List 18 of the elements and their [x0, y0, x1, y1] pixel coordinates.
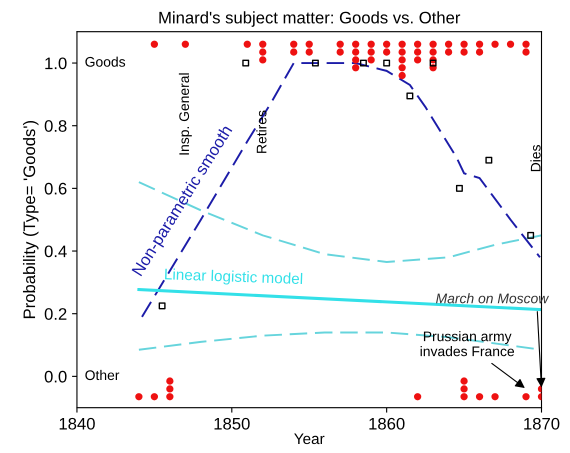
- annotation: Insp. General: [178, 73, 192, 155]
- x-tick-label: 1870: [524, 418, 560, 430]
- y-tick-label: 0.6: [44, 182, 66, 195]
- x-tick-label: 1850: [214, 418, 250, 430]
- y-tick-label: 0.2: [44, 308, 66, 320]
- y-tick-label: 1.0: [45, 57, 67, 70]
- chart-title: Minard's subject matter: Goods vs. Other: [159, 11, 460, 27]
- annotation: Other: [85, 370, 120, 380]
- y-tick-label: 0.8: [44, 120, 67, 132]
- x-axis-title: Year: [294, 434, 324, 444]
- y-axis-title: Probability (Type= 'Goods'): [22, 120, 39, 318]
- x-tick-label: 1840: [60, 418, 95, 430]
- annotation: Goods: [85, 56, 126, 67]
- annotation: Retires: [256, 110, 266, 153]
- x-tick-label: 1860: [369, 418, 405, 430]
- annotation: Dies: [530, 145, 541, 172]
- y-tick-label: 0.4: [44, 245, 67, 258]
- y-tick-label: 0.0: [44, 370, 67, 383]
